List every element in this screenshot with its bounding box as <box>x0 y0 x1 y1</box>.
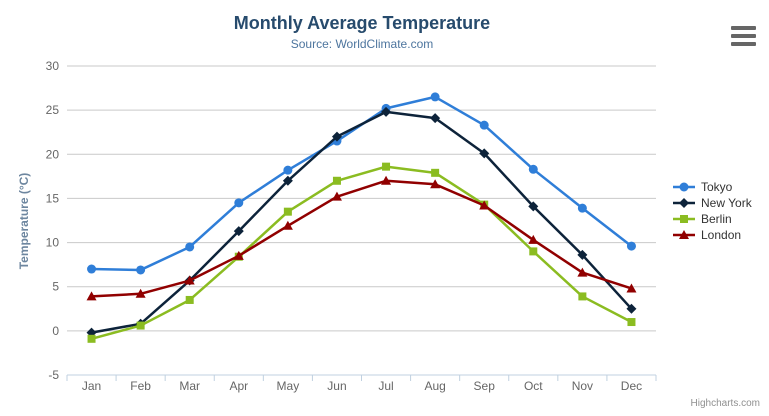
legend-marker-circle-icon <box>673 182 695 192</box>
legend-item-london[interactable]: London <box>672 227 752 243</box>
svg-text:Jun: Jun <box>327 379 346 393</box>
svg-text:-5: -5 <box>48 368 59 382</box>
legend-label: New York <box>701 196 752 210</box>
svg-text:May: May <box>277 379 300 393</box>
chart-subtitle: Source: WorldClimate.com <box>290 37 434 51</box>
svg-text:15: 15 <box>46 191 60 205</box>
svg-text:20: 20 <box>46 147 60 161</box>
svg-text:Nov: Nov <box>572 379 593 393</box>
svg-text:5: 5 <box>52 280 59 294</box>
svg-text:Jan: Jan <box>82 379 101 393</box>
svg-text:Mar: Mar <box>179 379 200 393</box>
legend-item-tokyo[interactable]: Tokyo <box>672 179 752 195</box>
legend-marker-square-icon <box>673 215 695 223</box>
svg-text:Jul: Jul <box>378 379 393 393</box>
export-menu-button[interactable] <box>731 26 758 46</box>
svg-text:Oct: Oct <box>524 379 543 393</box>
hamburger-icon-bar <box>731 34 756 38</box>
svg-text:10: 10 <box>46 236 60 250</box>
hamburger-icon-bar <box>731 42 756 46</box>
svg-text:Apr: Apr <box>229 379 248 393</box>
legend: Tokyo New York Berlin London <box>672 179 752 243</box>
svg-text:Dec: Dec <box>621 379 642 393</box>
chart-title: Monthly Average Temperature <box>233 13 491 33</box>
legend-item-berlin[interactable]: Berlin <box>672 211 752 227</box>
y-axis-title: Temperature (°C) <box>17 172 31 270</box>
legend-item-new-york[interactable]: New York <box>672 195 752 211</box>
svg-text:25: 25 <box>46 103 60 117</box>
legend-marker-triangle-icon <box>673 230 695 239</box>
legend-label: Berlin <box>701 212 732 226</box>
hamburger-icon-bar <box>731 26 756 30</box>
svg-text:0: 0 <box>52 324 59 338</box>
svg-text:Aug: Aug <box>424 379 445 393</box>
legend-label: Tokyo <box>701 180 733 194</box>
legend-marker-diamond-icon <box>673 198 695 208</box>
svg-text:Feb: Feb <box>130 379 151 393</box>
highcharts-credits-link[interactable]: Highcharts.com <box>690 398 760 409</box>
svg-text:Sep: Sep <box>474 379 496 393</box>
legend-label: London <box>701 228 742 242</box>
svg-text:30: 30 <box>46 59 60 73</box>
